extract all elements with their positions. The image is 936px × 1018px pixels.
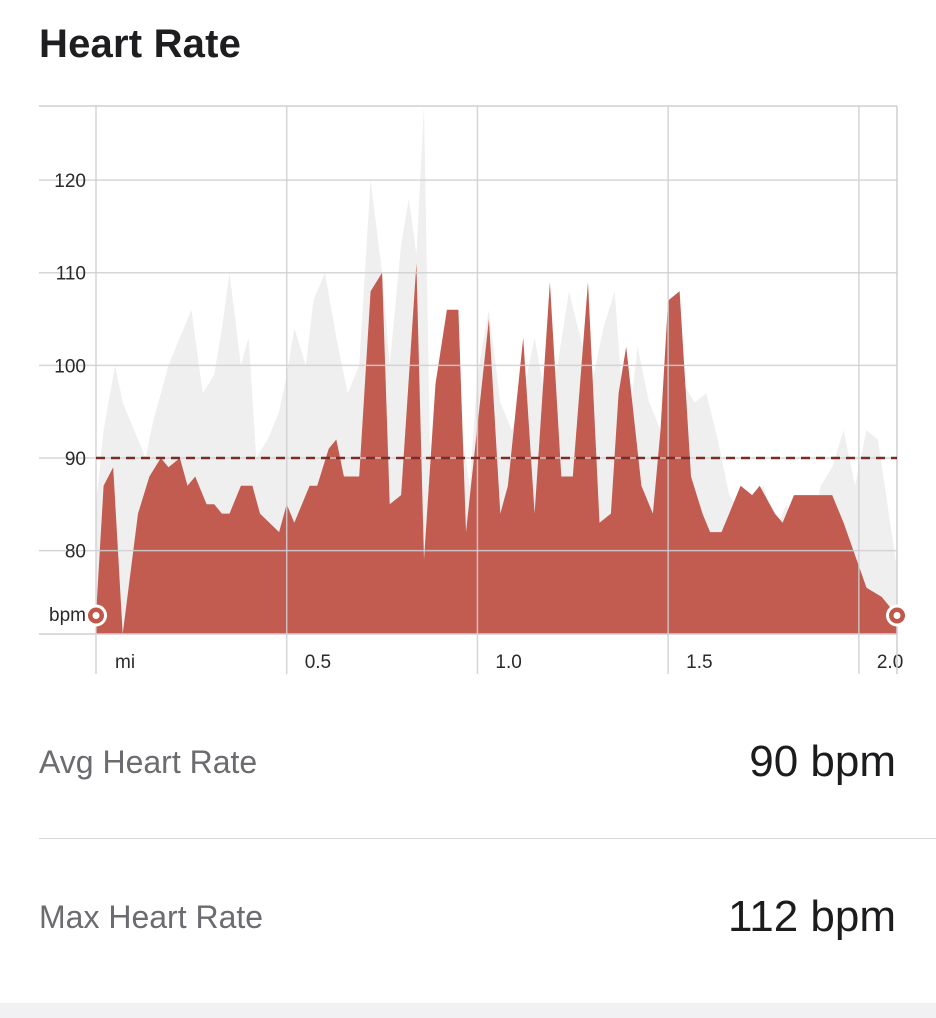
- heart-rate-chart: 80 90 100 110 120 mi 0.5 1.0 1.5 2.0 bpm: [39, 105, 908, 674]
- avg-heart-rate-label: Avg Heart Rate: [39, 743, 258, 780]
- x-tick-label-4: 2.0: [877, 652, 903, 673]
- end-marker-dot: [893, 611, 901, 619]
- x-tick-label-1: 0.5: [305, 652, 331, 673]
- x-tick-label-0: mi: [115, 652, 135, 673]
- y-tick-label-110: 110: [56, 264, 86, 285]
- max-heart-rate-value: 112 bpm: [728, 892, 896, 941]
- y-tick-label-80: 80: [65, 542, 86, 563]
- max-heart-rate-row: Max Heart Rate 112 bpm: [39, 887, 896, 947]
- max-heart-rate-label: Max Heart Rate: [39, 898, 264, 935]
- bottom-strip: [0, 1003, 936, 1018]
- avg-heart-rate-value: 90 bpm: [749, 737, 896, 786]
- y-tick-label-100: 100: [54, 356, 86, 377]
- x-tick-label-3: 1.5: [686, 652, 712, 673]
- avg-heart-rate-row: Avg Heart Rate 90 bpm: [39, 732, 896, 792]
- x-tick-label-2: 1.0: [495, 652, 521, 673]
- start-marker-dot: [92, 611, 100, 619]
- stats-divider: [39, 838, 936, 839]
- current-series-area: [96, 263, 897, 634]
- y-tick-label-120: 120: [54, 171, 86, 192]
- y-unit-label: bpm: [49, 605, 86, 626]
- page-title: Heart Rate: [39, 22, 242, 66]
- y-tick-label-90: 90: [65, 449, 86, 470]
